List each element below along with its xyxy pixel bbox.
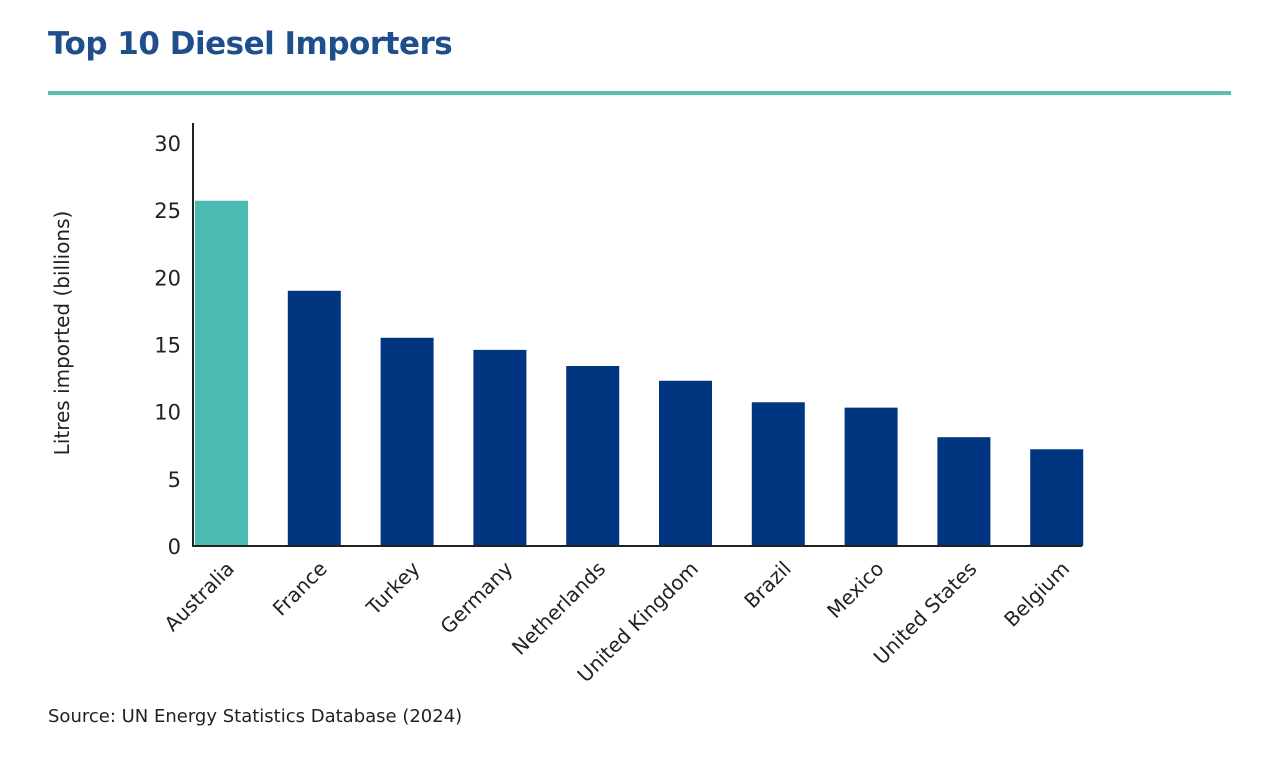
bar-9 [937, 437, 991, 546]
x-tick-label: Turkey [361, 556, 425, 620]
y-tick-label: 30 [154, 132, 181, 156]
y-tick-label: 25 [154, 199, 181, 223]
title-divider [48, 91, 1231, 95]
x-tick-label: Germany [435, 556, 517, 638]
y-tick-label: 5 [168, 468, 181, 492]
source-note: Source: UN Energy Statistics Database (2… [48, 706, 463, 727]
y-tick-label: 0 [168, 535, 181, 559]
y-tick-label: 15 [154, 334, 181, 358]
y-tick-label: 20 [154, 266, 181, 290]
bar-2 [287, 290, 341, 546]
x-tick-label: France [268, 557, 332, 621]
x-tick-label: Netherlands [507, 557, 610, 660]
bar-4 [473, 349, 527, 546]
x-tick-label: Belgium [999, 557, 1074, 632]
bar-10 [1030, 449, 1084, 546]
bar-8 [844, 407, 898, 546]
y-tick-label: 10 [154, 401, 181, 425]
x-tick-label: Brazil [739, 557, 795, 613]
bar-7 [751, 402, 805, 546]
bar-1 [195, 200, 248, 546]
bar-5 [566, 365, 620, 546]
y-axis-title: Litres imported (billions) [50, 211, 74, 456]
chart-title: Top 10 Diesel Importers [48, 26, 453, 62]
x-tick-label: Mexico [822, 557, 888, 623]
bar-3 [380, 337, 434, 546]
bar-6 [659, 380, 712, 546]
x-tick-label: Australia [159, 557, 239, 637]
